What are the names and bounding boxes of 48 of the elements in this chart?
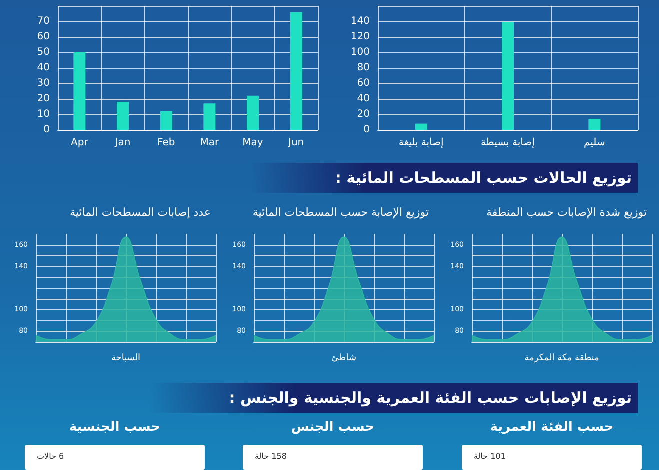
text: حسب الجنس [290,420,376,435]
x-tick-label: Jun [288,138,304,148]
bar [74,52,86,130]
y-tick-label: 40 [37,62,50,74]
bar [204,104,216,130]
y-tick-label: 20 [37,94,50,104]
bar [588,119,601,130]
x-tick-label: سليم [584,138,606,148]
y-tick-label: 40 [357,94,370,104]
y-tick-label: 60 [357,78,370,89]
x-axis-title: السباحة [111,354,141,364]
x-tick-label: إصابة بليغة [398,138,444,148]
y-tick-label: 30 [37,78,50,89]
y-tick-label: 80 [357,62,370,74]
y-tick-label: 0 [364,124,370,136]
text: حسب الفئة العمرية [489,420,615,435]
y-tick-label: 120 [350,32,370,42]
y-tick-label: 10 [37,109,50,120]
y-tick-label: 100 [350,47,370,58]
x-tick-label: إصابة بسيطة [481,138,536,148]
y-tick-label: 140 [350,16,370,27]
bar [290,12,302,130]
text: 158 حالة [255,452,287,461]
y-tick-label: 50 [37,47,50,58]
bar [117,102,129,130]
y-tick-label: 0 [44,124,50,136]
text: 6 حالات [37,452,64,461]
bar [160,111,172,130]
y-tick-label: 70 [37,16,50,27]
y-tick-label: 60 [37,32,50,42]
bar [247,96,259,130]
bar [502,22,514,130]
bar [415,124,428,130]
text: حسب الجنسية [68,420,162,435]
x-tick-label: Jan [114,138,131,148]
x-tick-label: Apr [71,138,90,148]
chart-title: توزيع الإصابة حسب المسطحات المائية [252,206,430,219]
x-tick-label: May [242,138,264,148]
text: 101 حالة [474,452,506,461]
x-axis-title: منطقة مكة المكرمة [524,354,600,364]
y-tick-label: 20 [357,109,370,120]
chart-title: عدد إصابات المسطحات المائية [70,206,212,219]
text: توزيع الإصابات حسب الفئة العمرية والجنسية والجنس : [150,383,638,413]
chart-title: توزيع شدة الإصابات حسب المنطقة [486,206,648,219]
text: توزيع الحالات حسب المسطحات المائية : [250,163,638,193]
x-axis-title: شاطئ [332,354,356,364]
x-tick-label: Mar [200,138,220,148]
x-tick-label: Feb [157,138,176,148]
